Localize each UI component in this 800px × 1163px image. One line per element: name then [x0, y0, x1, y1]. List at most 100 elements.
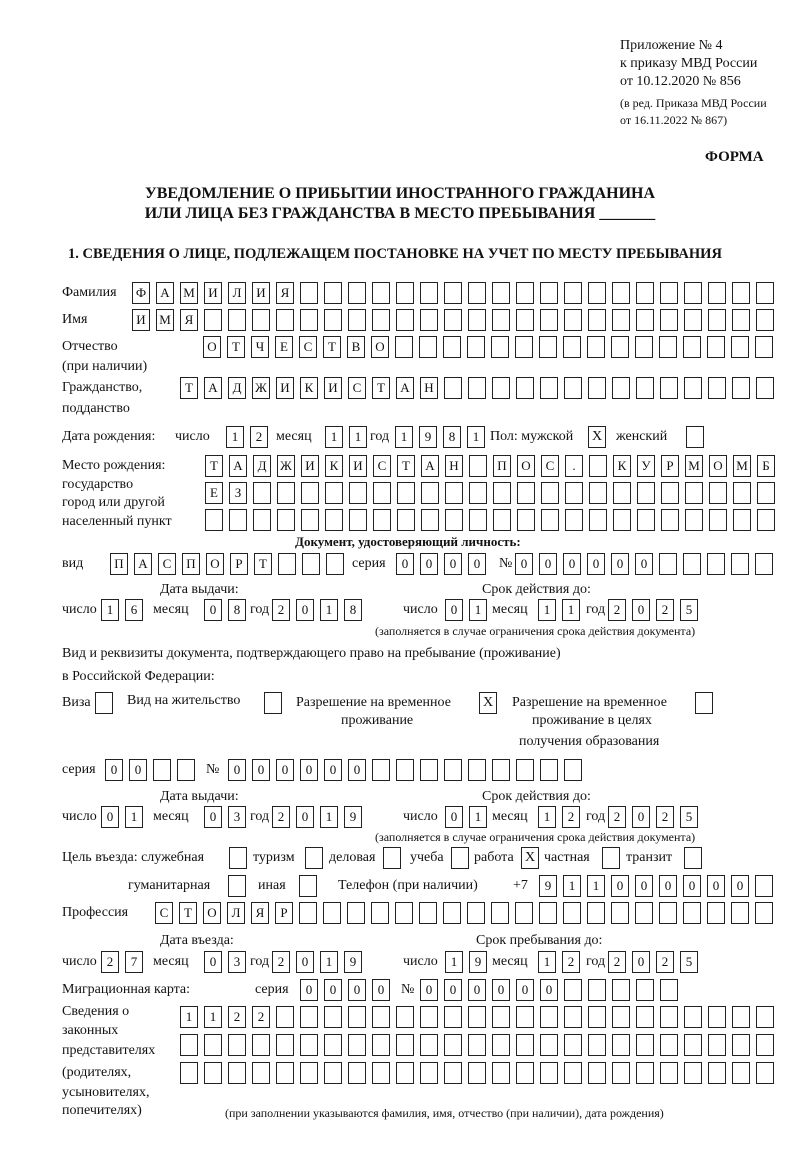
- char-box[interactable]: [396, 759, 414, 781]
- char-box[interactable]: [731, 336, 749, 358]
- char-box[interactable]: [732, 377, 750, 399]
- purpose-business-checkbox[interactable]: [383, 847, 401, 869]
- char-box[interactable]: И: [349, 455, 367, 477]
- char-box[interactable]: [637, 509, 655, 531]
- char-box[interactable]: О: [371, 336, 389, 358]
- char-box[interactable]: [587, 336, 605, 358]
- char-box[interactable]: [733, 509, 751, 531]
- char-box[interactable]: [660, 1062, 678, 1084]
- char-box[interactable]: 1: [349, 426, 367, 448]
- char-box[interactable]: П: [493, 455, 511, 477]
- char-box[interactable]: [707, 902, 725, 924]
- char-box[interactable]: Я: [276, 282, 294, 304]
- char-box[interactable]: П: [182, 553, 200, 575]
- char-box[interactable]: [733, 482, 751, 504]
- char-box[interactable]: 0: [468, 979, 486, 1001]
- char-box[interactable]: 7: [125, 951, 143, 973]
- char-box[interactable]: 1: [395, 426, 413, 448]
- char-box[interactable]: [252, 1062, 270, 1084]
- char-box[interactable]: [516, 282, 534, 304]
- char-box[interactable]: [444, 377, 462, 399]
- char-box[interactable]: Т: [179, 902, 197, 924]
- char-box[interactable]: 0: [204, 599, 222, 621]
- char-box[interactable]: [756, 1006, 774, 1028]
- char-box[interactable]: Е: [205, 482, 223, 504]
- char-box[interactable]: О: [203, 336, 221, 358]
- char-box[interactable]: С: [155, 902, 173, 924]
- char-box[interactable]: [660, 979, 678, 1001]
- char-box[interactable]: [276, 1062, 294, 1084]
- char-box[interactable]: Р: [661, 455, 679, 477]
- char-box[interactable]: 0: [635, 875, 653, 897]
- char-box[interactable]: [396, 1034, 414, 1056]
- char-box[interactable]: 0: [252, 759, 270, 781]
- char-box[interactable]: [468, 759, 486, 781]
- char-box[interactable]: Т: [180, 377, 198, 399]
- char-box[interactable]: [564, 282, 582, 304]
- char-box[interactable]: 0: [348, 759, 366, 781]
- purpose-official-checkbox[interactable]: [229, 847, 247, 869]
- char-box[interactable]: Т: [254, 553, 272, 575]
- char-box[interactable]: [685, 482, 703, 504]
- char-box[interactable]: [372, 1006, 390, 1028]
- visa-checkbox[interactable]: [95, 692, 113, 714]
- char-box[interactable]: [347, 902, 365, 924]
- char-box[interactable]: Т: [397, 455, 415, 477]
- char-box[interactable]: [205, 509, 223, 531]
- char-box[interactable]: [587, 902, 605, 924]
- char-box[interactable]: 0: [632, 599, 650, 621]
- char-box[interactable]: 1: [562, 599, 580, 621]
- char-box[interactable]: [589, 509, 607, 531]
- char-box[interactable]: [252, 309, 270, 331]
- char-box[interactable]: [709, 482, 727, 504]
- char-box[interactable]: [540, 1006, 558, 1028]
- char-box[interactable]: [683, 902, 701, 924]
- char-box[interactable]: [395, 902, 413, 924]
- char-box[interactable]: 9: [344, 806, 362, 828]
- char-box[interactable]: [324, 282, 342, 304]
- char-box[interactable]: [707, 553, 725, 575]
- char-box[interactable]: [325, 509, 343, 531]
- char-box[interactable]: [228, 1034, 246, 1056]
- char-box[interactable]: [589, 482, 607, 504]
- char-box[interactable]: [661, 482, 679, 504]
- char-box[interactable]: [708, 1062, 726, 1084]
- char-box[interactable]: [517, 509, 535, 531]
- char-box[interactable]: [349, 509, 367, 531]
- char-box[interactable]: [468, 1034, 486, 1056]
- char-box[interactable]: С: [158, 553, 176, 575]
- char-box[interactable]: [444, 309, 462, 331]
- char-box[interactable]: [396, 1062, 414, 1084]
- char-box[interactable]: 0: [296, 806, 314, 828]
- char-box[interactable]: 1: [469, 806, 487, 828]
- char-box[interactable]: [731, 553, 749, 575]
- char-box[interactable]: [588, 309, 606, 331]
- char-box[interactable]: 0: [731, 875, 749, 897]
- char-box[interactable]: [540, 309, 558, 331]
- char-box[interactable]: [637, 482, 655, 504]
- char-box[interactable]: [492, 1034, 510, 1056]
- char-box[interactable]: 2: [250, 426, 268, 448]
- char-box[interactable]: [564, 759, 582, 781]
- char-box[interactable]: [493, 509, 511, 531]
- char-box[interactable]: 9: [419, 426, 437, 448]
- char-box[interactable]: 0: [587, 553, 605, 575]
- char-box[interactable]: [300, 309, 318, 331]
- char-box[interactable]: [756, 377, 774, 399]
- char-box[interactable]: [420, 282, 438, 304]
- char-box[interactable]: В: [347, 336, 365, 358]
- char-box[interactable]: 1: [226, 426, 244, 448]
- char-box[interactable]: [372, 309, 390, 331]
- char-box[interactable]: [419, 902, 437, 924]
- char-box[interactable]: [372, 282, 390, 304]
- char-box[interactable]: 1: [125, 806, 143, 828]
- char-box[interactable]: [421, 509, 439, 531]
- char-box[interactable]: 0: [420, 979, 438, 1001]
- char-box[interactable]: [588, 1006, 606, 1028]
- char-box[interactable]: Т: [227, 336, 245, 358]
- char-box[interactable]: С: [541, 455, 559, 477]
- char-box[interactable]: [659, 553, 677, 575]
- char-box[interactable]: [253, 482, 271, 504]
- char-box[interactable]: [180, 1034, 198, 1056]
- char-box[interactable]: 0: [348, 979, 366, 1001]
